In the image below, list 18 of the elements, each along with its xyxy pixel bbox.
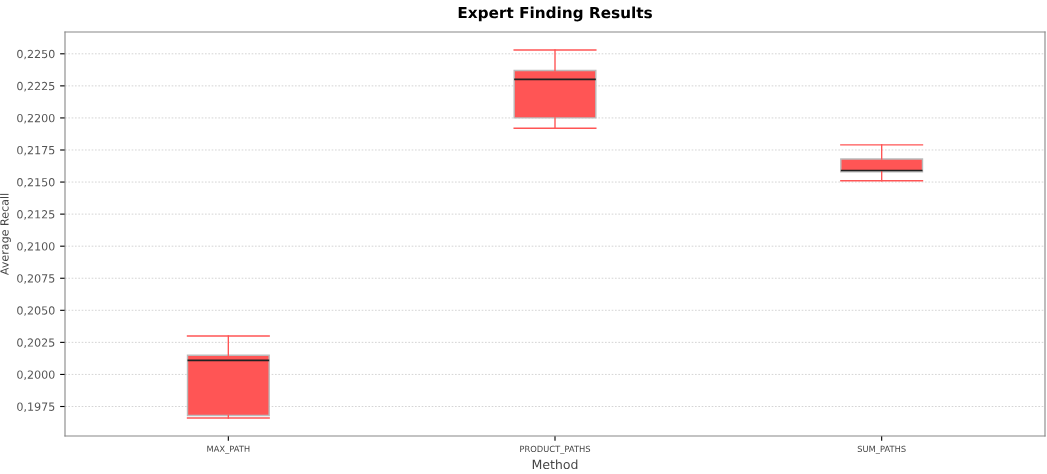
y-tick-label: 0,2075 <box>17 274 55 284</box>
x-tick-label: PRODUCT_PATHS <box>520 445 591 454</box>
y-tick-label: 0,2025 <box>17 338 55 348</box>
x-tick-label: SUM_PATHS <box>857 445 906 454</box>
x-tick-label: MAX_PATH <box>207 445 250 454</box>
y-tick-label: 0,2050 <box>17 306 55 316</box>
y-tick-label: 0,1975 <box>17 402 55 413</box>
y-axis-title: Average Recall <box>0 193 11 276</box>
y-tick-label: 0,2100 <box>17 242 55 252</box>
y-tick-label: 0,2175 <box>17 145 55 156</box>
y-tick-label: 0,2150 <box>17 178 55 188</box>
y-tick-label: 0,2225 <box>17 81 55 92</box>
y-tick-label: 0,2000 <box>17 370 55 380</box>
y-tick-label: 0,2125 <box>17 210 55 220</box>
y-tick-label: 0,2250 <box>17 49 55 60</box>
x-axis-title: Method <box>532 459 578 470</box>
chart-title: Expert Finding Results <box>458 6 652 22</box>
y-tick-label: 0,2200 <box>17 113 55 124</box>
